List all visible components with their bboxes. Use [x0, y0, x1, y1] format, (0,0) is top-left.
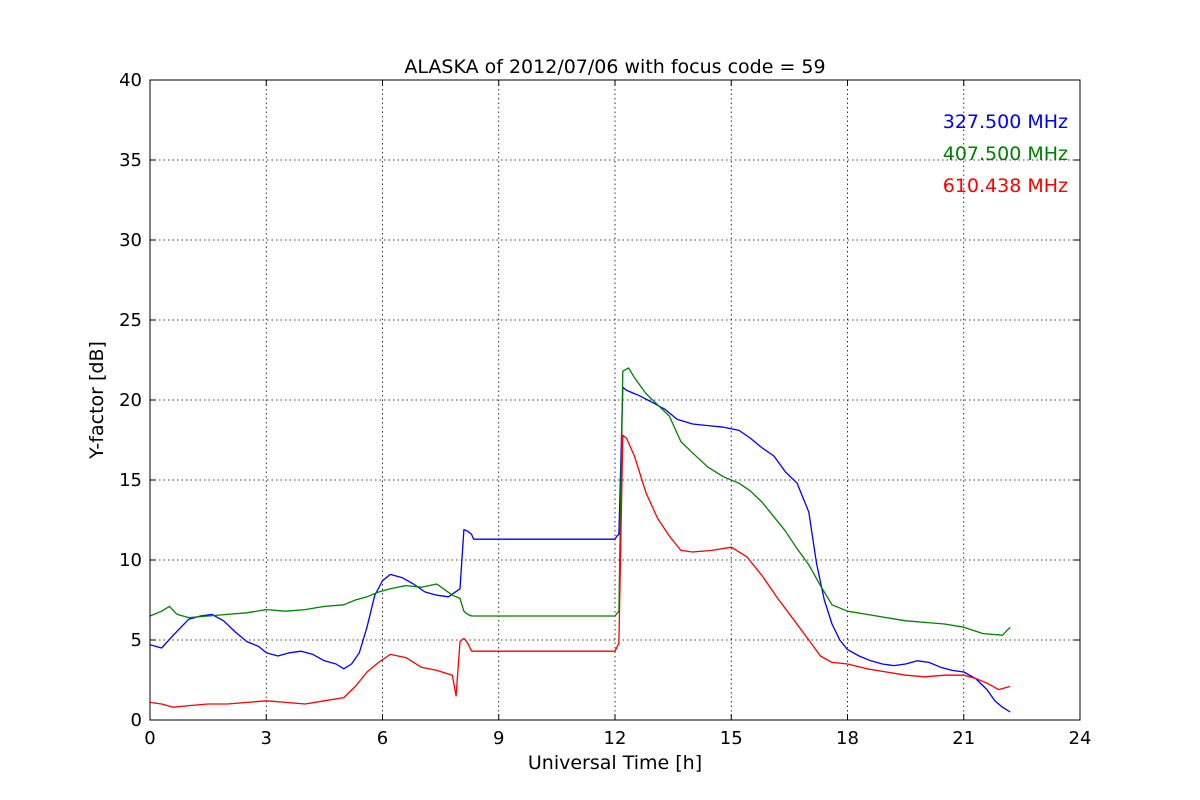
y-tick-label: 35 — [119, 150, 142, 171]
y-tick-label: 5 — [131, 630, 142, 651]
series-line-3 — [149, 434, 1011, 708]
x-tick-label: 3 — [261, 728, 272, 749]
x-tick-label: 24 — [1069, 728, 1092, 749]
series-line-2 — [149, 367, 1011, 636]
x-tick-label: 21 — [952, 728, 975, 749]
y-tick-label: 30 — [119, 230, 142, 251]
y-tick-label: 40 — [119, 70, 142, 91]
axis-ticks: 0 3 6 9 12 15 18 21 24 0 5 10 15 20 25 30 35 40 — [119, 70, 1091, 749]
y-tick-label: 10 — [119, 550, 142, 571]
x-tick-label: 6 — [377, 728, 388, 749]
x-tick-label: 12 — [604, 728, 627, 749]
legend-label-1: 327.500 MHz — [943, 111, 1068, 133]
x-tick-label: 0 — [144, 728, 155, 749]
x-tick-label: 15 — [720, 728, 743, 749]
series-line-1 — [149, 386, 1011, 713]
chart-title: ALASKA of 2012/07/06 with focus code = 5… — [404, 56, 825, 78]
y-tick-label: 15 — [119, 470, 142, 491]
y-tick-label: 0 — [131, 710, 142, 731]
y-tick-label: 25 — [119, 310, 142, 331]
x-axis-title: Universal Time [h] — [528, 752, 702, 774]
legend-label-2: 407.500 MHz — [943, 143, 1068, 165]
legend-label-3: 610.438 MHz — [943, 175, 1068, 197]
x-tick-label: 9 — [493, 728, 504, 749]
series-lines — [149, 367, 1011, 713]
y-tick-label: 20 — [119, 390, 142, 411]
x-tick-label: 18 — [836, 728, 859, 749]
grid — [150, 80, 1080, 720]
y-axis-title: Y-factor [dB] — [86, 341, 108, 460]
legend: 327.500 MHz 407.500 MHz 610.438 MHz — [943, 111, 1068, 197]
